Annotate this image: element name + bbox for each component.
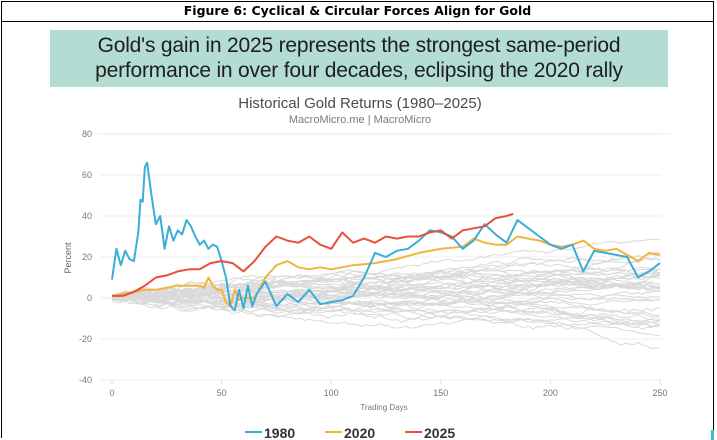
- background-series-line: [111, 254, 660, 300]
- background-series-line: [111, 295, 661, 330]
- series-line-2025: [112, 212, 514, 297]
- x-tick-label: 250: [652, 388, 667, 398]
- chart-title: Historical Gold Returns (1980–2025): [238, 95, 482, 112]
- x-tick-label: 100: [324, 388, 339, 398]
- headline-line-1: Gold's gain in 2025 represents the stron…: [97, 34, 621, 57]
- edge-marker: [711, 430, 714, 440]
- x-tick-label: 150: [433, 388, 448, 398]
- y-tick-label: -40: [79, 375, 92, 385]
- legend-label: 2025: [424, 425, 455, 440]
- y-tick-label: 80: [82, 129, 92, 139]
- y-tick-label: -20: [79, 334, 92, 344]
- background-series-line: [111, 298, 661, 326]
- series-line-1980: [111, 161, 661, 312]
- legend-label: 2020: [344, 425, 375, 440]
- figure-title: Figure 6: Cyclical & Circular Forces Ali…: [1, 1, 714, 22]
- x-tick-label: 0: [109, 388, 114, 398]
- y-tick-label: 0: [87, 293, 92, 303]
- x-axis-label: Trading Days: [360, 403, 407, 412]
- headline-text: Gold's gain in 2025 represents the stron…: [50, 33, 668, 83]
- legend: 1980 2020 2025: [245, 425, 455, 440]
- y-tick-label: 40: [82, 211, 92, 221]
- legend-item-2025: 2025: [405, 425, 455, 440]
- chart-subtitle: MacroMicro.me | MacroMicro: [288, 114, 432, 126]
- background-series: [111, 238, 661, 350]
- y-axis-label: Percent: [63, 242, 73, 274]
- headline-banner: Gold's gain in 2025 represents the stron…: [50, 30, 668, 87]
- y-tick-label: 20: [82, 252, 92, 262]
- legend-item-2020: 2020: [325, 425, 375, 440]
- background-series-line: [111, 294, 661, 317]
- background-series-line: [111, 295, 661, 307]
- background-series-line: [111, 281, 661, 301]
- x-tick-label: 50: [217, 388, 227, 398]
- background-series-line: [111, 261, 661, 297]
- background-series-line: [111, 273, 661, 298]
- background-series-line: [111, 279, 661, 301]
- background-series-line: [111, 296, 661, 326]
- y-tick-label: 60: [82, 170, 92, 180]
- headline-line-2: performance in over four decades, eclips…: [95, 59, 623, 82]
- x-tick-label: 200: [543, 388, 558, 398]
- background-series-line: [111, 276, 661, 298]
- legend-label: 1980: [264, 425, 295, 440]
- background-series-line: [111, 287, 661, 301]
- background-series-line: [111, 256, 661, 303]
- highlight-series: [111, 161, 661, 312]
- legend-item-1980: 1980: [245, 425, 295, 440]
- x-tick-labels: 0 50 100 150 200 250: [109, 380, 668, 398]
- y-tick-labels: 80 60 40 20 0 -20 -40: [79, 129, 92, 385]
